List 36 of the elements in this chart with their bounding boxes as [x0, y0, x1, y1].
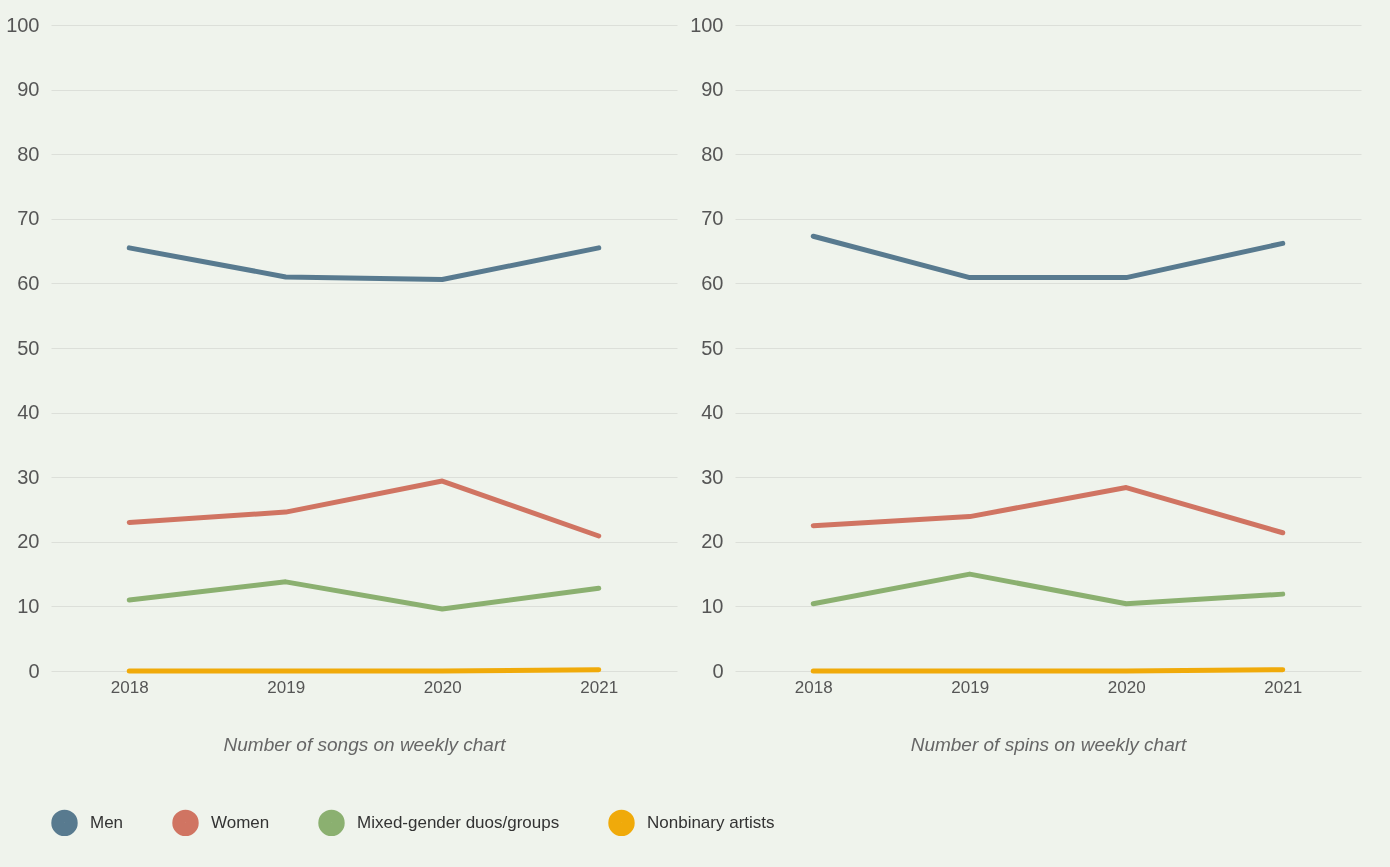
x-tick-label: 2019 — [951, 677, 990, 697]
legend-label: Mixed-gender duos/groups — [357, 812, 560, 832]
x-tick-label: 2020 — [423, 677, 462, 697]
legend-label: Men — [90, 812, 124, 832]
y-tick-label: 90 — [701, 78, 724, 101]
x-tick-label: 2018 — [110, 677, 149, 697]
y-tick-label: 10 — [17, 594, 40, 617]
x-axis-title: Number of songs on weekly chart — [223, 733, 507, 755]
y-tick-label: 30 — [17, 465, 40, 488]
x-tick-label: 2021 — [1264, 677, 1303, 697]
x-tick-label: 2020 — [1107, 677, 1146, 697]
x-tick-label: 2021 — [580, 677, 619, 697]
x-axis-title: Number of spins on weekly chart — [910, 733, 1188, 755]
x-tick-label: 2019 — [267, 677, 306, 697]
x-tick-label: 2018 — [794, 677, 833, 697]
y-tick-label: 40 — [17, 401, 40, 424]
y-tick-label: 50 — [17, 336, 40, 359]
y-tick-label: 60 — [17, 271, 40, 294]
y-tick-label: 40 — [701, 401, 724, 424]
y-tick-label: 70 — [17, 207, 40, 230]
y-tick-label: 30 — [701, 465, 724, 488]
y-tick-label: 0 — [28, 659, 40, 682]
y-tick-label: 80 — [701, 142, 724, 165]
y-tick-label: 20 — [701, 530, 724, 553]
y-tick-label: 10 — [701, 594, 724, 617]
y-tick-label: 80 — [17, 142, 40, 165]
y-tick-label: 60 — [701, 271, 724, 294]
y-tick-label: 90 — [17, 78, 40, 101]
y-tick-label: 100 — [690, 13, 724, 36]
y-tick-label: 0 — [712, 659, 724, 682]
y-tick-label: 20 — [17, 530, 40, 553]
legend-label: Women — [211, 812, 270, 832]
y-tick-label: 50 — [701, 336, 724, 359]
legend-label: Nonbinary artists — [647, 812, 775, 832]
y-tick-label: 70 — [701, 207, 724, 230]
y-tick-label: 100 — [6, 13, 40, 36]
